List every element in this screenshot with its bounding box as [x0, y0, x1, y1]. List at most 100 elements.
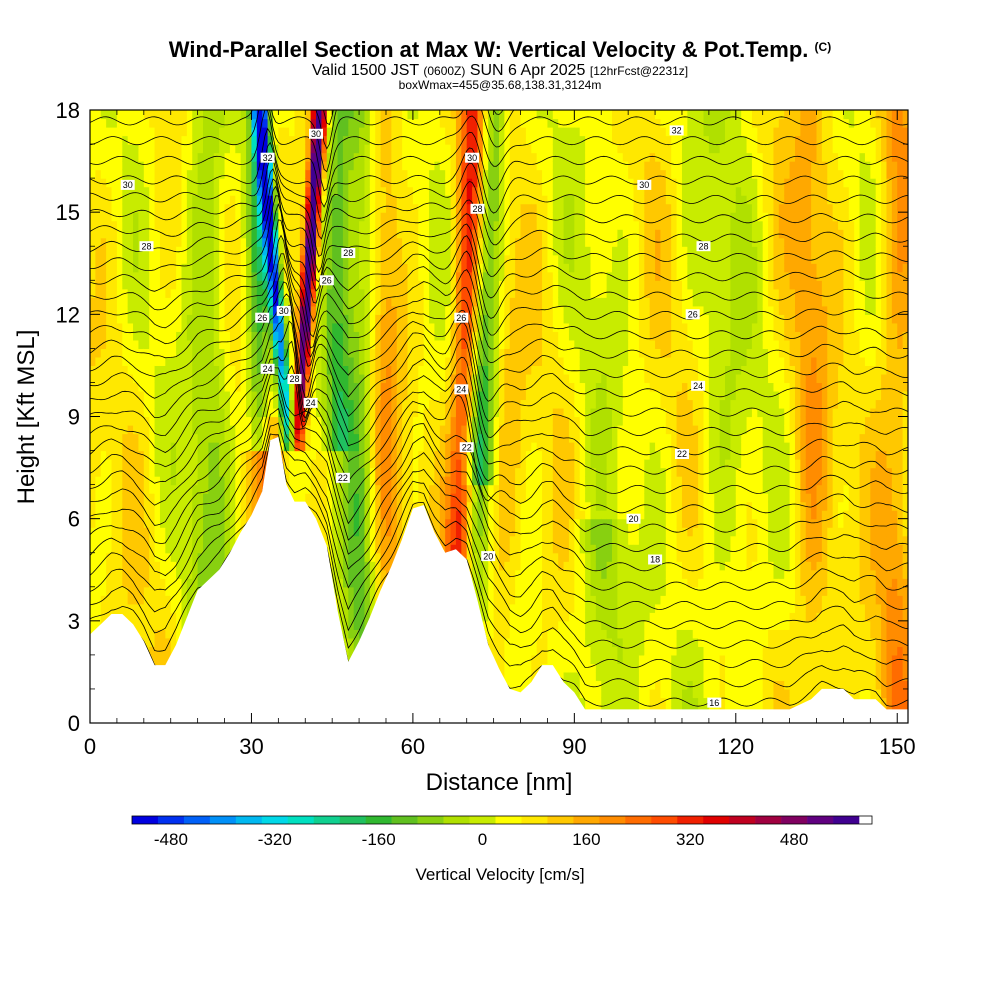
velocity-cell	[95, 399, 102, 409]
velocity-cell	[154, 476, 161, 486]
velocity-cell	[359, 407, 366, 418]
velocity-cell	[111, 425, 118, 435]
velocity-cell	[337, 365, 344, 375]
velocity-cell	[197, 305, 204, 315]
velocity-cell	[289, 203, 296, 213]
velocity-cell	[299, 390, 306, 401]
velocity-cell	[407, 271, 414, 281]
velocity-cell	[133, 178, 140, 188]
velocity-cell	[111, 169, 118, 179]
velocity-cell	[348, 518, 355, 528]
velocity-cell	[208, 169, 215, 179]
velocity-cell	[111, 246, 118, 256]
velocity-cell	[439, 280, 446, 290]
velocity-cell	[219, 118, 226, 128]
velocity-cell	[305, 178, 312, 188]
velocity-cell	[133, 280, 140, 290]
velocity-cell	[176, 110, 183, 120]
velocity-cell	[176, 152, 183, 162]
velocity-cell	[229, 356, 236, 367]
velocity-cell	[332, 152, 339, 162]
velocity-cell	[181, 135, 188, 145]
velocity-cell	[165, 382, 172, 392]
velocity-cell	[138, 127, 145, 137]
velocity-cell	[224, 263, 231, 273]
velocity-cell	[133, 433, 140, 443]
velocity-cell	[412, 169, 419, 179]
velocity-cell	[299, 254, 306, 264]
velocity-cell	[321, 433, 328, 443]
velocity-cell	[138, 382, 145, 392]
velocity-cell	[197, 459, 204, 469]
velocity-cell	[224, 161, 231, 171]
velocity-cell	[391, 229, 398, 239]
velocity-cell	[213, 127, 220, 137]
velocity-cell	[154, 365, 161, 375]
velocity-cell	[133, 442, 140, 452]
velocity-cell	[385, 229, 392, 239]
velocity-cell	[224, 203, 231, 213]
velocity-cell	[251, 263, 258, 273]
velocity-cell	[95, 552, 102, 562]
velocity-cell	[208, 271, 215, 281]
velocity-cell	[95, 544, 102, 554]
velocity-cell	[423, 178, 430, 188]
velocity-cell	[348, 476, 355, 486]
velocity-cell	[224, 169, 231, 179]
velocity-cell	[348, 527, 355, 537]
velocity-cell	[197, 237, 204, 247]
velocity-cell	[348, 467, 355, 477]
velocity-cell	[455, 220, 462, 230]
velocity-cell	[359, 297, 366, 307]
velocity-cell	[348, 501, 355, 511]
velocity-cell	[445, 169, 452, 179]
velocity-cell	[100, 161, 107, 171]
velocity-cell	[176, 629, 183, 639]
chart-title: Wind-Parallel Section at Max W: Vertical…	[0, 34, 1000, 63]
velocity-cell	[369, 518, 376, 528]
velocity-cell	[369, 263, 376, 273]
velocity-cell	[326, 339, 333, 349]
velocity-cell	[418, 348, 425, 358]
velocity-cell	[321, 467, 328, 477]
velocity-cell	[149, 433, 156, 443]
velocity-cell	[90, 459, 96, 469]
velocity-cell	[455, 203, 462, 213]
velocity-cell	[213, 476, 220, 486]
velocity-cell	[170, 271, 177, 281]
velocity-cell	[262, 322, 269, 332]
velocity-cell	[213, 459, 220, 469]
velocity-cell	[272, 127, 279, 137]
velocity-cell	[100, 288, 107, 298]
velocity-cell	[353, 237, 360, 247]
velocity-cell	[418, 484, 425, 494]
velocity-cell	[159, 280, 166, 290]
velocity-cell	[305, 331, 312, 341]
velocity-cell	[364, 595, 371, 605]
velocity-cell	[412, 365, 419, 375]
velocity-cell	[229, 263, 236, 273]
velocity-cell	[310, 118, 317, 128]
velocity-cell	[423, 407, 430, 418]
velocity-cell	[138, 552, 145, 562]
velocity-cell	[235, 254, 242, 264]
velocity-cell	[429, 161, 436, 171]
velocity-cell	[192, 561, 199, 571]
velocity-cell	[235, 365, 242, 375]
velocity-cell	[122, 280, 129, 290]
velocity-cell	[170, 603, 177, 613]
velocity-cell	[127, 510, 134, 520]
velocity-cell	[321, 442, 328, 452]
velocity-cell	[412, 110, 419, 120]
velocity-cell	[170, 637, 177, 647]
velocity-cell	[149, 629, 156, 639]
chart-title-block: Wind-Parallel Section at Max W: Vertical…	[0, 34, 1000, 92]
velocity-cell	[385, 254, 392, 264]
velocity-cell	[262, 169, 269, 179]
velocity-cell	[203, 331, 209, 341]
velocity-cell	[256, 254, 263, 264]
velocity-cell	[154, 390, 161, 401]
velocity-cell	[326, 322, 333, 332]
velocity-cell	[90, 501, 96, 511]
velocity-cell	[353, 586, 360, 596]
